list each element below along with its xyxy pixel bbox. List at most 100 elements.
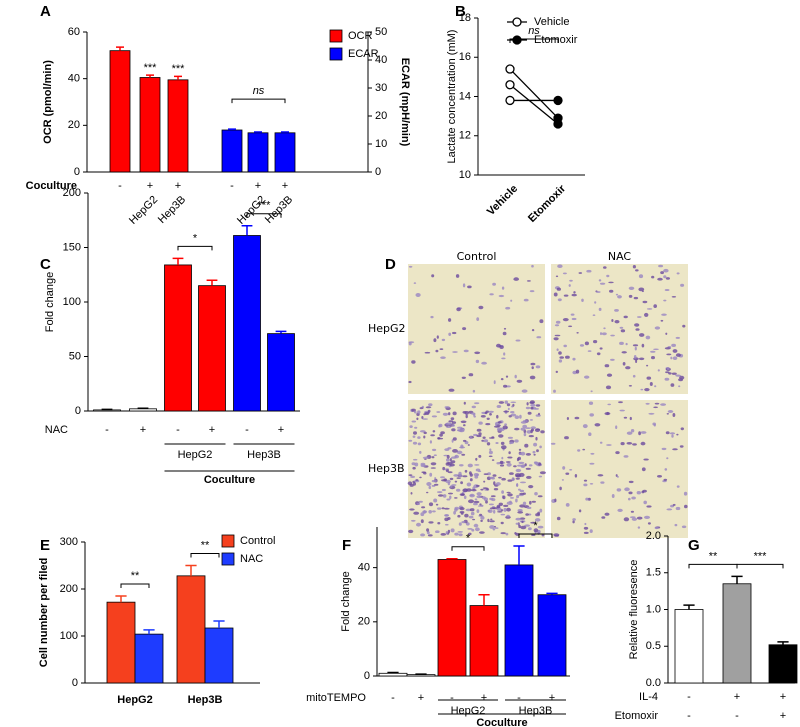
cell [608, 281, 614, 284]
cell [416, 522, 421, 527]
cell [458, 533, 463, 537]
cell [663, 299, 667, 302]
cell [488, 410, 494, 413]
cell [479, 513, 483, 516]
cell [654, 385, 657, 388]
cell [623, 517, 630, 522]
cell [590, 452, 595, 455]
cell [535, 428, 541, 431]
cell [584, 341, 590, 346]
cell [526, 430, 532, 434]
cell [426, 531, 430, 535]
point [505, 95, 515, 106]
cell [412, 466, 416, 470]
cell [539, 445, 542, 449]
significance-bracket [451, 546, 485, 551]
cell [574, 416, 580, 420]
cell [506, 507, 511, 512]
cell [675, 353, 681, 357]
cell [440, 356, 446, 360]
cell [431, 274, 435, 278]
cell [466, 482, 472, 487]
cell [535, 365, 541, 369]
axis-title: Fold change [44, 272, 56, 333]
cell [641, 490, 645, 494]
cell [519, 504, 525, 508]
cell [473, 500, 480, 504]
cell [500, 378, 504, 381]
row-label: Etomoxir [615, 710, 659, 722]
cell [452, 411, 457, 416]
cell [446, 458, 450, 462]
row-label: IL-4 [639, 691, 658, 703]
cell [538, 412, 540, 416]
cell [476, 473, 480, 477]
cell [420, 512, 425, 517]
cell [466, 488, 472, 492]
significance: *** [172, 63, 186, 75]
cell [478, 305, 484, 310]
cell [456, 488, 461, 492]
cell [430, 467, 436, 469]
micrograph [551, 400, 688, 538]
cell [683, 491, 688, 496]
cell [565, 355, 570, 359]
cell [641, 290, 644, 293]
significance: * [533, 520, 538, 532]
cell [625, 366, 631, 370]
cell [557, 264, 563, 269]
cell [611, 494, 615, 498]
cell [510, 413, 517, 417]
cell [672, 503, 676, 506]
cell [423, 431, 427, 435]
y-tick-label: 14 [459, 90, 471, 102]
cell [558, 359, 563, 363]
cell [652, 422, 656, 426]
cell [536, 336, 542, 339]
cell [571, 293, 577, 297]
cell [531, 264, 534, 268]
cell [663, 478, 668, 481]
cell [610, 358, 615, 361]
cell [669, 432, 676, 435]
cell [437, 522, 441, 525]
cell [465, 522, 470, 526]
cell [589, 529, 593, 533]
cell [460, 420, 467, 424]
cell [681, 525, 687, 529]
y-tick-label: 50 [69, 350, 81, 362]
cell [415, 479, 419, 481]
cell [483, 480, 486, 483]
cell [526, 402, 529, 406]
micrograph [408, 264, 545, 394]
row-label: NAC [45, 424, 68, 436]
cell [654, 402, 660, 405]
cell [409, 508, 415, 511]
y-tick-label: 40 [358, 562, 370, 574]
cell [426, 491, 429, 494]
bar [537, 594, 567, 677]
cell [664, 289, 670, 291]
cell [671, 343, 676, 347]
cell [587, 350, 592, 352]
significance: ns [528, 25, 540, 37]
significance: ns [253, 85, 265, 97]
cell [417, 442, 422, 446]
cell [507, 436, 513, 439]
cell [423, 413, 426, 416]
cell [540, 430, 545, 434]
significance: *** [258, 200, 272, 212]
cell [643, 500, 647, 505]
cell [525, 406, 531, 410]
cell [463, 401, 466, 405]
cell [517, 511, 524, 514]
cell [452, 449, 458, 453]
significance-bracket [736, 563, 784, 569]
x-tick-label: HepG2 [117, 694, 152, 706]
cell [417, 410, 421, 414]
cell [443, 507, 450, 510]
cell [637, 316, 642, 318]
y-tick-label: 1.5 [646, 567, 661, 579]
cell [583, 531, 589, 535]
cell [489, 507, 496, 510]
